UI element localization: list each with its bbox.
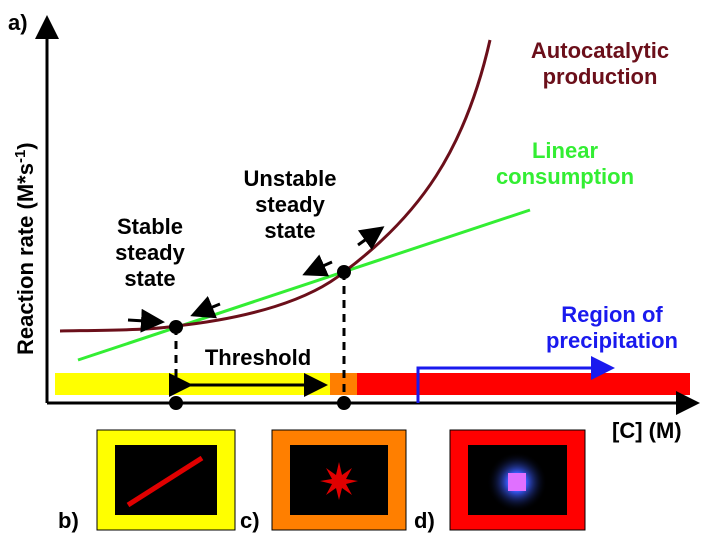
point bbox=[337, 396, 351, 410]
panel-label: b) bbox=[58, 508, 79, 533]
x-axis-label: [C] (M) bbox=[612, 418, 682, 443]
crystal-square bbox=[508, 473, 526, 491]
panel-label: a) bbox=[8, 10, 28, 35]
point bbox=[169, 396, 183, 410]
panel-label: c) bbox=[240, 508, 260, 533]
point bbox=[169, 320, 183, 334]
threshold-label: Threshold bbox=[205, 345, 311, 370]
point bbox=[337, 265, 351, 279]
threshold-bar-red bbox=[357, 373, 690, 395]
panel-label: d) bbox=[414, 508, 435, 533]
figure: a) Reaction rate (M*s-1) [C] (M) Autocat… bbox=[0, 0, 709, 538]
y-axis-label: Reaction rate (M*s-1) bbox=[12, 142, 38, 355]
